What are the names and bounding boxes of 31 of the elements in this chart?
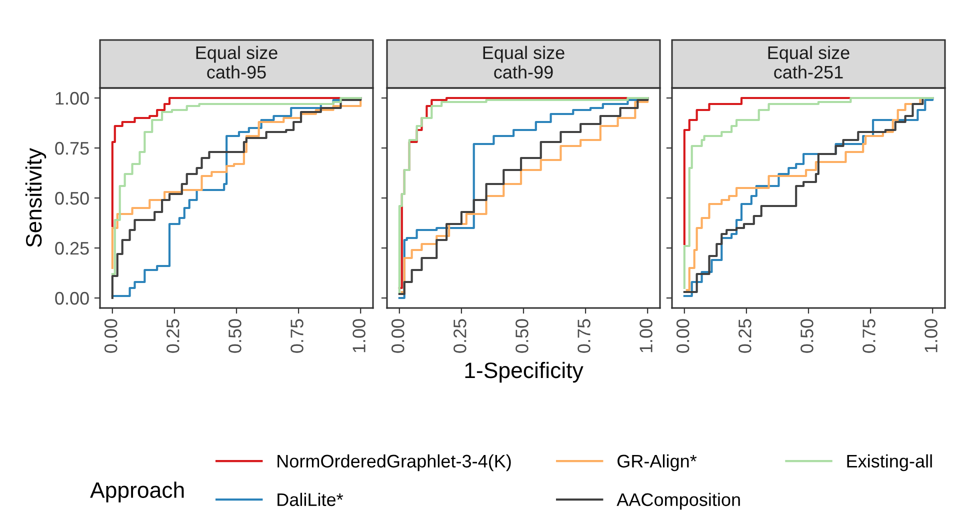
legend-label: GR-Align*: [618, 454, 697, 472]
x-tick-label: 1.00: [924, 319, 938, 352]
y-tick-label: 0.75: [55, 142, 89, 155]
x-tick-label: 1.00: [640, 319, 652, 352]
y-axis-title: Sensitivity: [25, 148, 46, 248]
legend-label: AAComposition: [616, 492, 740, 510]
x-tick-label: 0.00: [391, 319, 404, 353]
x-axis-title: 1-Specificity: [465, 362, 584, 383]
y-tick-label: 0.00: [55, 292, 89, 305]
legend-label: DaliLite*: [278, 492, 344, 506]
x-tick-label: 0.75: [290, 319, 304, 353]
x-tick-label: 0.75: [862, 319, 876, 353]
x-tick-label: 0.50: [800, 319, 814, 353]
chart-title: Equal size cath-251: [768, 46, 850, 79]
chart-title: Equal size cath-99: [483, 46, 564, 79]
legend-title: Approach: [90, 482, 184, 502]
x-tick-label: 1.00: [352, 319, 366, 352]
x-tick-label: 0.25: [166, 319, 180, 353]
x-tick-label: 0.75: [578, 319, 590, 353]
x-tick-label: 0.25: [738, 319, 752, 353]
legend-label: NormOrderedGraphlet-3-4(K): [278, 454, 511, 472]
x-tick-label: 0.50: [516, 319, 528, 353]
x-tick-label: 0.25: [454, 319, 466, 353]
chart-title: Equal size cath-95: [196, 46, 278, 79]
x-tick-label: 0.00: [676, 319, 690, 353]
legend-label: Existing-all: [847, 454, 932, 472]
y-tick-label: 1.00: [56, 92, 89, 105]
y-tick-label: 0.50: [55, 192, 89, 205]
y-tick-label: 0.25: [55, 242, 89, 255]
x-tick-label: 0.50: [228, 319, 242, 353]
x-tick-label: 0.00: [104, 319, 118, 353]
